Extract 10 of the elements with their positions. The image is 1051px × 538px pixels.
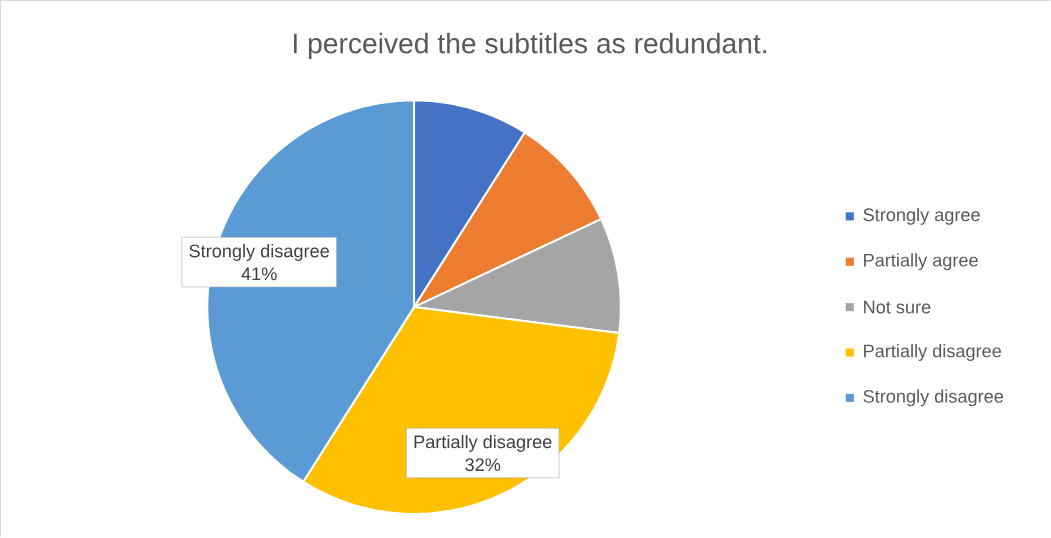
legend-label: Not sure xyxy=(864,301,931,314)
legend-label: Strongly agree xyxy=(863,208,980,226)
legend-label: Strongly disagree xyxy=(863,389,1004,407)
slice-label: Partially disagree xyxy=(414,435,552,453)
data-label: 32% xyxy=(465,458,501,472)
data-label: 41% xyxy=(241,267,277,281)
slice-label: Strongly disagree xyxy=(189,244,329,262)
chart-title: I perceived the subtitles as redundant. xyxy=(294,32,767,60)
legend-label: Partially agree xyxy=(864,253,978,271)
legend-label: Partially disagree xyxy=(864,344,1002,362)
